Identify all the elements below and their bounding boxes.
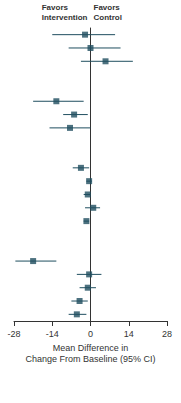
- svg-text:Favors: Favors: [42, 3, 69, 12]
- svg-text:-14: -14: [46, 329, 59, 339]
- svg-text:Change From Baseline (95% CI): Change From Baseline (95% CI): [25, 354, 155, 364]
- svg-text:Favors: Favors: [94, 3, 121, 12]
- svg-text:Control: Control: [94, 13, 122, 22]
- svg-text:Mean Difference in: Mean Difference in: [53, 343, 128, 353]
- svg-text:-28: -28: [7, 329, 20, 339]
- svg-text:14: 14: [124, 329, 134, 339]
- svg-text:0: 0: [88, 329, 93, 339]
- svg-text:28: 28: [162, 329, 172, 339]
- svg-text:Intervention: Intervention: [42, 13, 88, 22]
